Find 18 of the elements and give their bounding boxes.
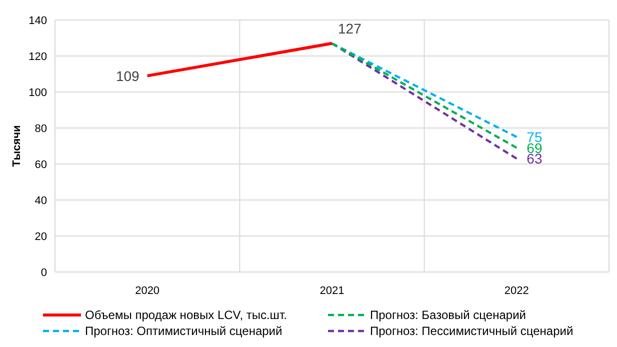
y-tick-label: 140 — [28, 15, 47, 27]
y-tick-label: 60 — [34, 159, 47, 171]
y-tick-label: 80 — [34, 123, 47, 135]
y-tick-label: 40 — [34, 195, 47, 207]
x-tick-label: 2022 — [504, 285, 529, 297]
x-tick-label: 2020 — [135, 285, 160, 297]
legend-label: Прогноз: Базовый сценарий — [370, 308, 526, 322]
y-tick-label: 120 — [28, 51, 47, 63]
x-tick-label: 2021 — [320, 285, 344, 297]
y-tick-label: 100 — [28, 87, 47, 99]
y-tick-label: 20 — [34, 231, 47, 243]
legend-label: Прогноз: Оптимистичный сценарий — [85, 324, 282, 338]
legend-label: Прогноз: Пессимистичный сценарий — [370, 324, 574, 338]
y-axis-title: Тысячи — [11, 125, 23, 167]
y-tick-label: 0 — [40, 267, 47, 279]
data-label: 109 — [116, 68, 140, 84]
legend-label: Объемы продаж новых LCV, тыс.шт. — [85, 308, 287, 322]
data-label: 127 — [338, 20, 362, 36]
